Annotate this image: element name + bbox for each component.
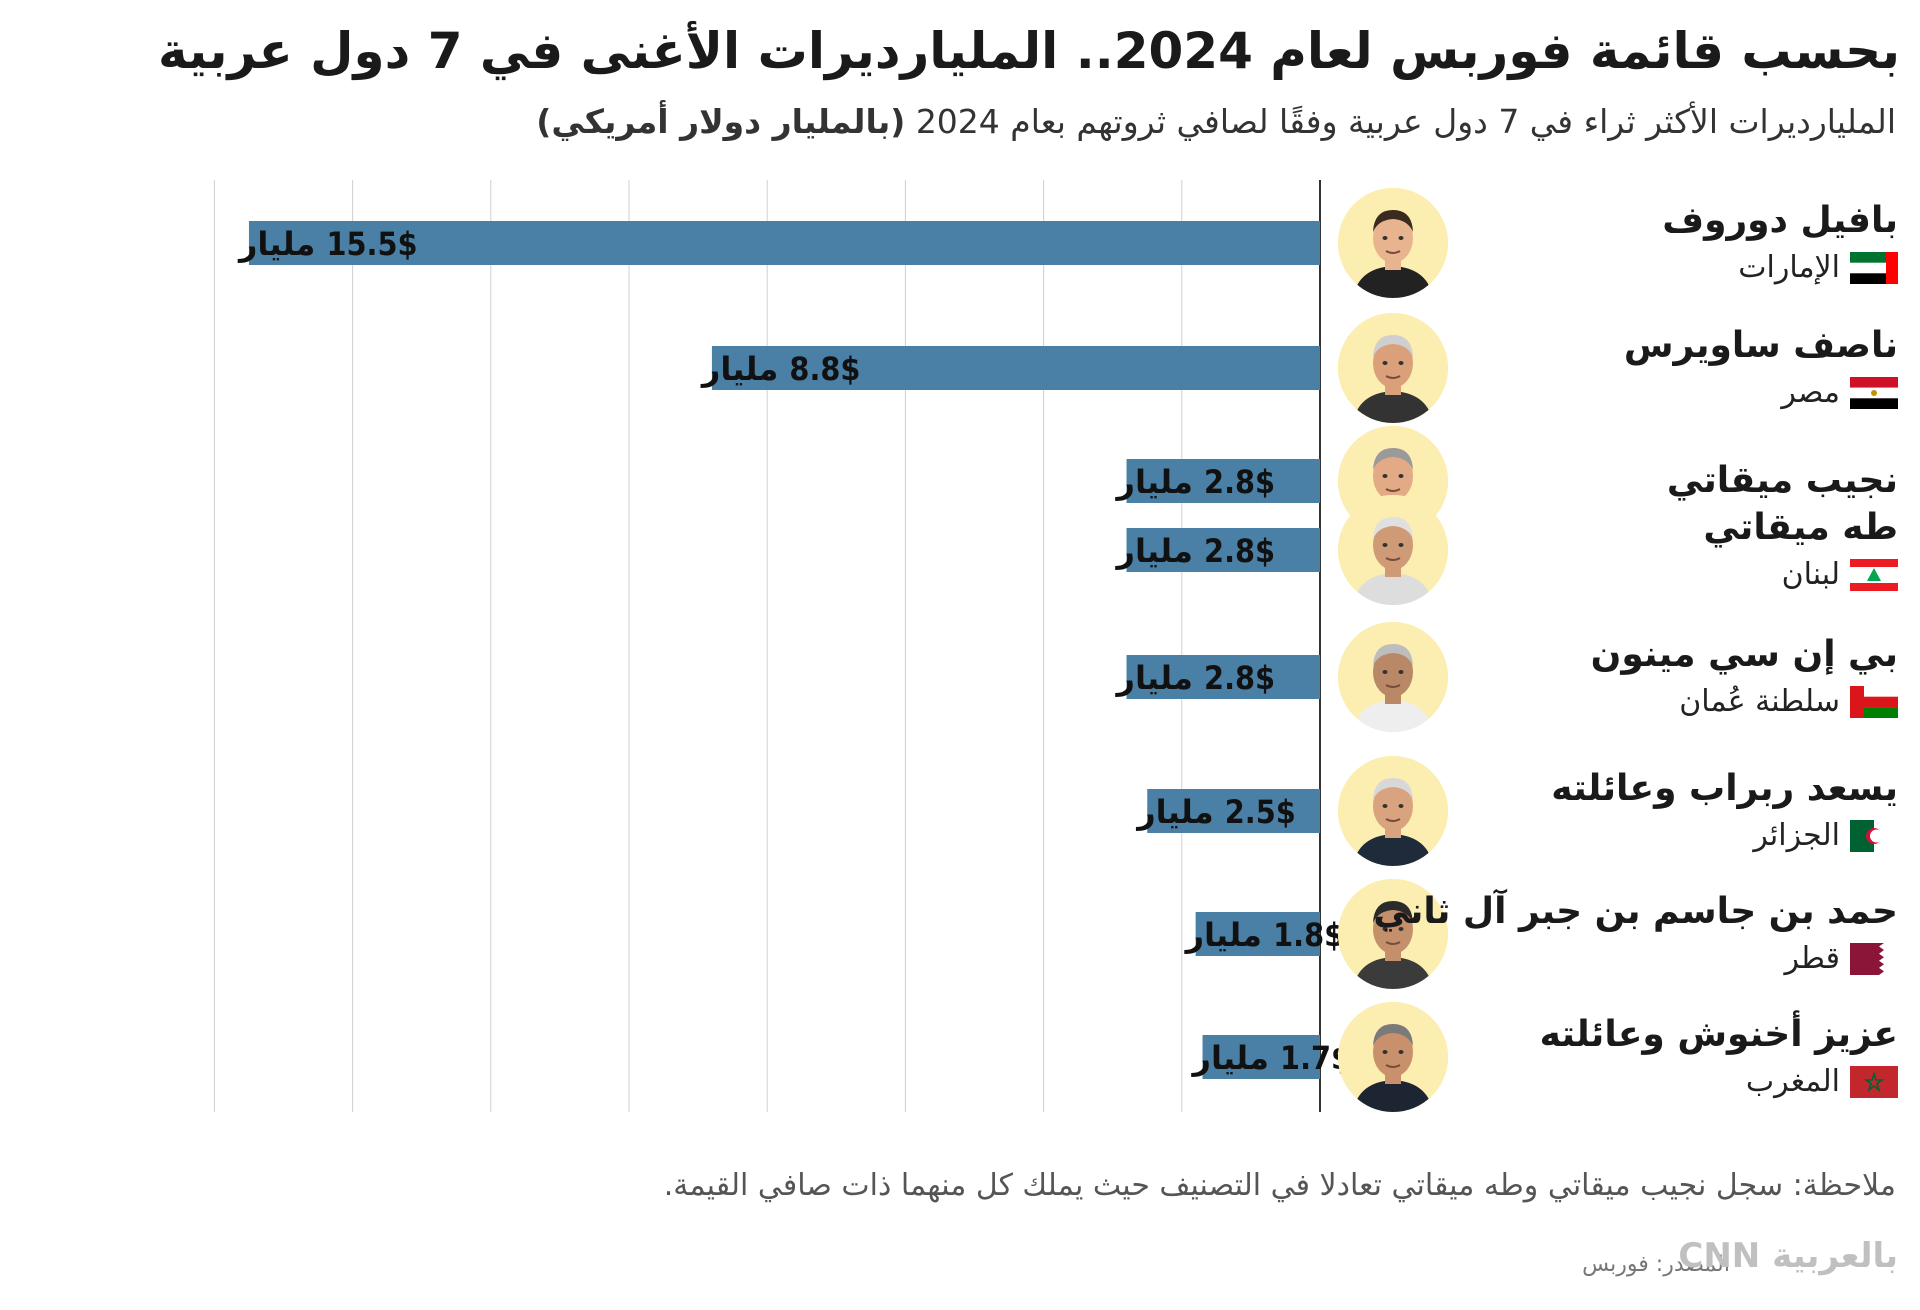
country-name: مصر [1781,375,1840,410]
billionaire-country: لبنان [1468,557,1898,592]
page-subtitle: المليارديرات الأكثر ثراء في 7 دول عربية … [536,102,1896,141]
country-name: الإمارات [1738,250,1840,285]
bar-value-suffix: مليار [1191,1039,1281,1077]
bar-value-suffix: مليار [1115,659,1205,697]
lebanon-flag-icon [1850,558,1898,591]
bar [1195,912,1320,956]
billionaire-name: يسعد ربراب وعائلته [1551,768,1898,809]
bar-value-number: 15.5$ [326,225,417,263]
bar-value-label: 15.5$ مليار [237,225,418,263]
bar-value-number: 8.8$ [789,350,860,388]
bar [1147,789,1320,833]
billionaire-name: عزيز أخنوش وعائلته [1539,1014,1898,1055]
country-name: قطر [1784,941,1840,976]
bar [1202,1035,1320,1079]
bar-value-label: 2.8$ مليار [1115,463,1276,501]
nassef-sawiris-photo [1338,313,1448,423]
billionaire-name: حمد بن جاسم بن جبر آل ثاني [1373,891,1898,932]
bar-value-label: 2.8$ مليار [1115,659,1276,697]
subtitle-unit: (بالمليار دولار أمريكي) [536,102,906,141]
bar-value-suffix: مليار [1135,793,1225,831]
billionaire-country: مصر [1468,375,1898,410]
billionaire-country: الجزائر [1468,818,1898,853]
bar [248,221,1321,265]
bar-value-suffix: مليار [237,225,327,263]
bar-value-number: 1.8$ [1273,916,1344,954]
bar [1126,528,1320,572]
billionaire-name: نجيب ميقاتي [1666,460,1898,501]
country-name: المغرب [1745,1064,1840,1099]
billionaire-row: طه ميقاتي لبنان [1338,495,1898,605]
billionaire-row: عزيز أخنوش وعائلته المغرب [1338,1002,1898,1112]
billionaire-row: يسعد ربراب وعائلته الجزائر [1338,756,1898,866]
billionaire-row: بافيل دوروف الإمارات [1338,188,1898,298]
billionaire-row: ناصف ساويرس مصر [1338,313,1898,423]
bar-value-number: 2.8$ [1204,532,1275,570]
billionaire-country: الإمارات [1468,250,1898,285]
pavel-durov-photo [1338,188,1448,298]
uae-flag-icon [1850,251,1898,284]
qatar-flag-icon [1850,942,1898,975]
bar-value-number: 2.8$ [1204,463,1275,501]
subtitle-text: المليارديرات الأكثر ثراء في 7 دول عربية … [915,102,1896,141]
page-title: بحسب قائمة فوربس لعام 2024.. المليارديرا… [158,22,1900,80]
aziz-akhannouch-photo [1338,1002,1448,1112]
billionaire-name: بي إن سي مينون [1590,634,1898,675]
bar [1126,459,1320,503]
billionaire-country: قطر [1468,941,1898,976]
bar [711,346,1320,390]
bar-value-label: 2.8$ مليار [1115,532,1276,570]
pnc-menon-photo [1338,622,1448,732]
taha-mikati-photo [1338,495,1448,605]
billionaire-row: بي إن سي مينون سلطنة عُمان [1338,622,1898,732]
bar-value-suffix: مليار [1184,916,1274,954]
billionaire-country: المغرب [1468,1064,1898,1099]
algeria-flag-icon [1850,819,1898,852]
billionaire-name: طه ميقاتي [1703,507,1898,548]
country-name: لبنان [1781,557,1840,592]
source-text: المصدر: فوربس [1582,1252,1730,1277]
bar-value-suffix: مليار [1115,463,1205,501]
billionaire-row: حمد بن جاسم بن جبر آل ثاني قطر [1338,879,1898,989]
cnn-arabic-logo: بالعربية CNN [1678,1236,1898,1276]
bar-value-suffix: مليار [700,350,790,388]
billionaire-country: سلطنة عُمان [1468,684,1898,719]
bar [1126,655,1320,699]
bar-value-label: 1.7$ مليار [1191,1039,1352,1077]
bar-value-number: 2.8$ [1204,659,1275,697]
bar-value-number: 2.5$ [1225,793,1296,831]
bar-value-label: 2.5$ مليار [1135,793,1296,831]
morocco-flag-icon [1850,1065,1898,1098]
issad-rebrab-photo [1338,756,1448,866]
billionaire-name: بافيل دوروف [1662,200,1898,241]
country-name: الجزائر [1753,818,1840,853]
bar-value-label: 8.8$ مليار [700,350,861,388]
hamad-bin-jassim-photo [1338,879,1448,989]
chart-note: ملاحظة: سجل نجيب ميقاتي وطه ميقاتي تعادل… [663,1168,1896,1203]
country-name: سلطنة عُمان [1679,684,1840,719]
egypt-flag-icon [1850,376,1898,409]
oman-flag-icon [1850,685,1898,718]
bar-value-label: 1.8$ مليار [1184,916,1345,954]
bar-value-suffix: مليار [1115,532,1205,570]
billionaire-name: ناصف ساويرس [1623,325,1898,366]
